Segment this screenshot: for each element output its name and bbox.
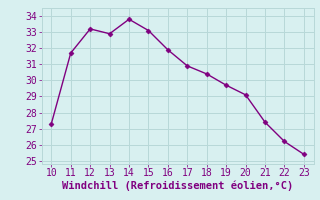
X-axis label: Windchill (Refroidissement éolien,°C): Windchill (Refroidissement éolien,°C)	[62, 181, 293, 191]
